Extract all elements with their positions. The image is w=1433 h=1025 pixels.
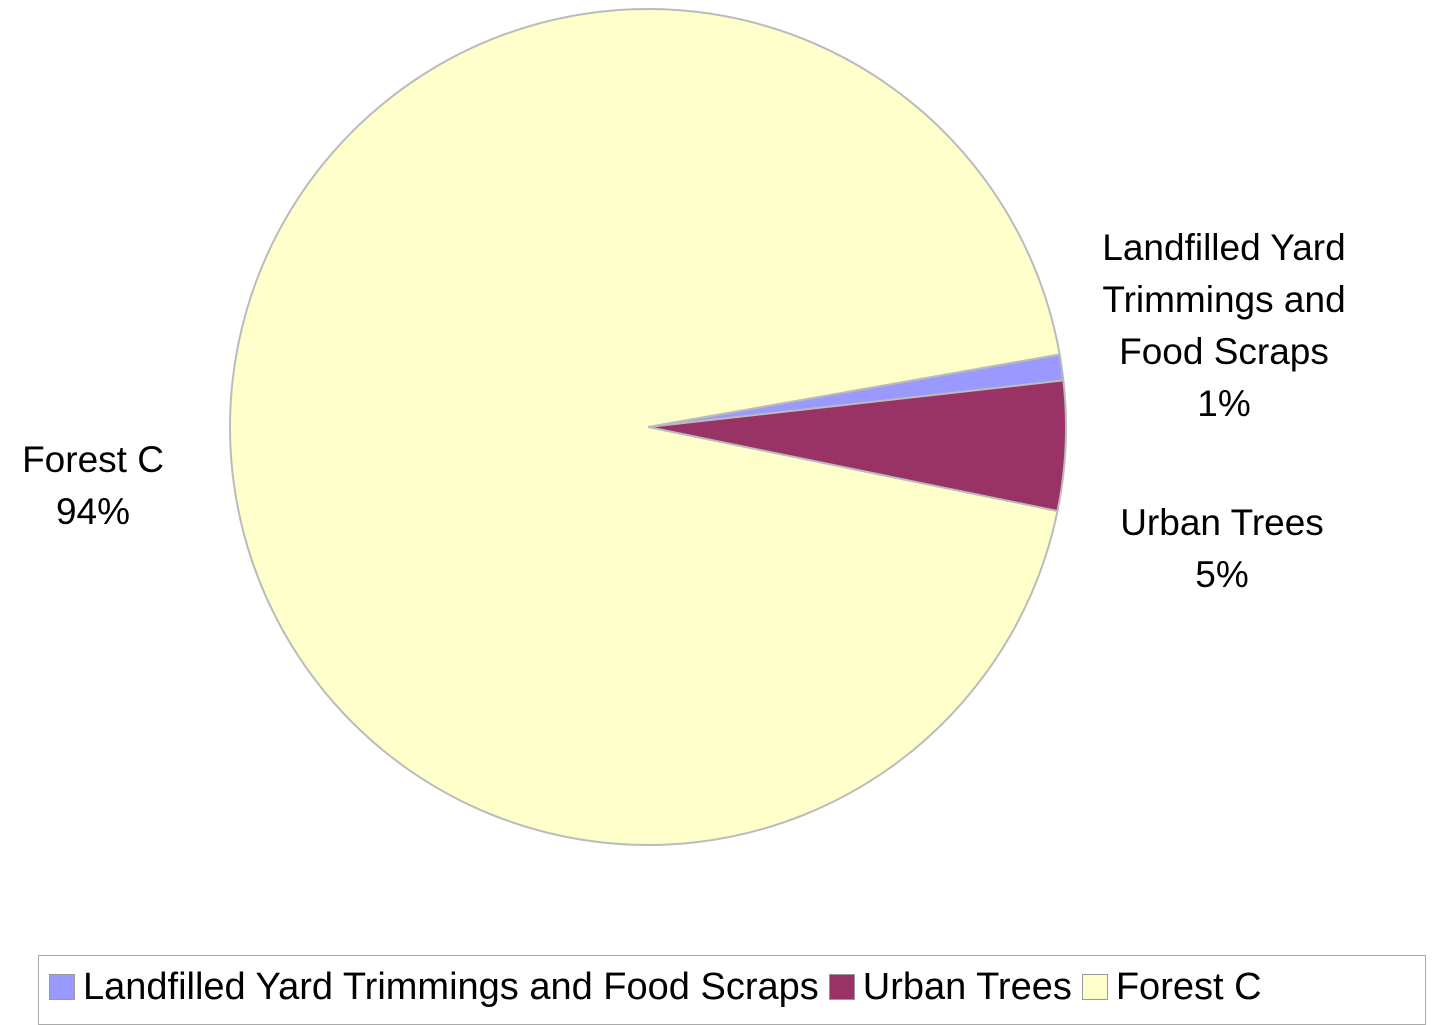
data-label-name: Urban Trees — [1120, 502, 1324, 543]
legend-swatch — [49, 974, 75, 1000]
data-label-value: 1% — [1197, 383, 1251, 424]
legend-label: Forest C — [1115, 966, 1262, 1008]
data-label: Urban Trees 5% — [1062, 497, 1382, 601]
legend-item: Urban Trees — [828, 964, 1072, 1010]
legend-item: Forest C — [1081, 964, 1262, 1010]
data-label-name: Forest C — [22, 439, 164, 480]
legend-label: Urban Trees — [862, 966, 1072, 1008]
data-label: Landfilled Yard Trimmings and Food Scrap… — [1064, 222, 1384, 430]
data-label: Forest C 94% — [0, 434, 253, 538]
data-label-value: 5% — [1195, 554, 1249, 595]
pie-slice — [229, 8, 1061, 846]
legend: Landfilled Yard Trimmings and Food Scrap… — [38, 955, 1426, 1025]
legend-label: Landfilled Yard Trimmings and Food Scrap… — [83, 966, 819, 1008]
legend-swatch — [1081, 974, 1108, 1000]
data-label-value: 94% — [55, 491, 131, 532]
legend-item: Landfilled Yard Trimmings and Food Scrap… — [49, 964, 819, 1010]
legend-swatch — [828, 974, 855, 1000]
data-label-name: Landfilled Yard Trimmings and Food Scrap… — [1102, 227, 1346, 372]
